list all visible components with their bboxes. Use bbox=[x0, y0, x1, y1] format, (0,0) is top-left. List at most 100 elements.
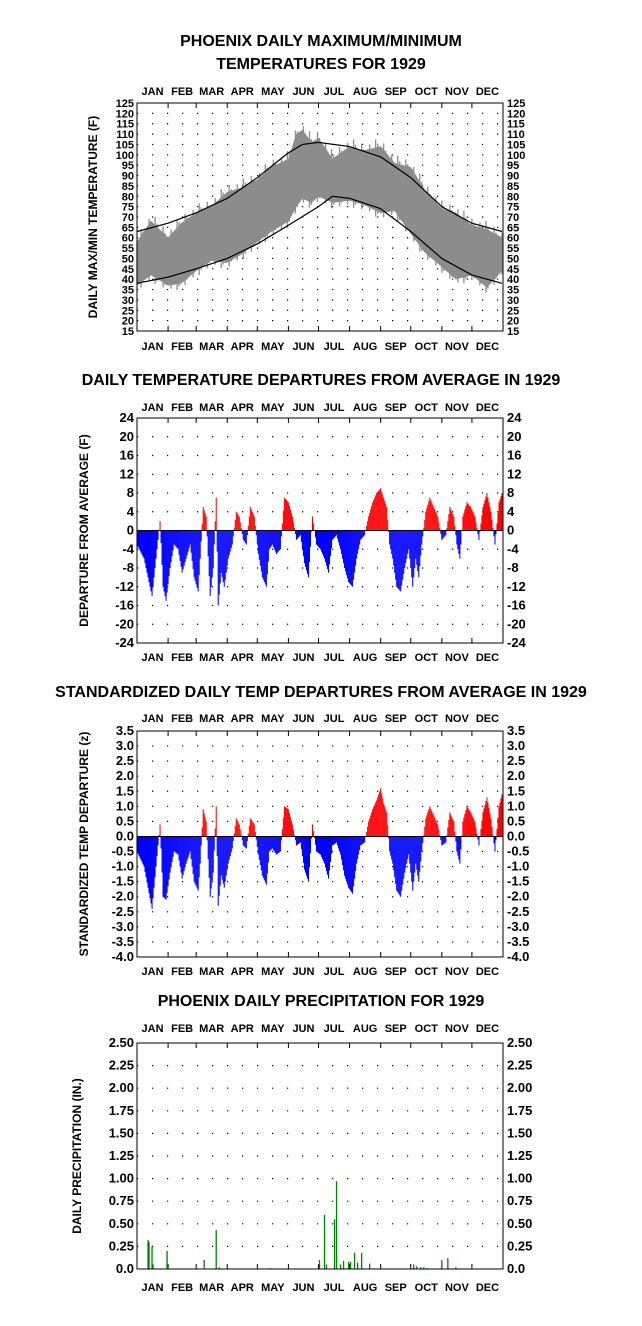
y-tick-label-left: -1.0 bbox=[112, 859, 134, 874]
month-label-top: NOV bbox=[445, 1023, 470, 1035]
month-label-bottom: NOV bbox=[445, 1282, 470, 1294]
y-tick-label-left: -16 bbox=[115, 598, 134, 613]
y-tick-label-right: 35 bbox=[507, 285, 519, 297]
y-tick-label-right: -16 bbox=[507, 598, 526, 613]
month-label-top: JAN bbox=[142, 713, 164, 725]
month-label-bottom: JAN bbox=[142, 652, 164, 664]
y-tick-label-right: 8 bbox=[507, 485, 514, 500]
month-label-bottom: JUL bbox=[324, 652, 345, 664]
y-tick-label-left: 65 bbox=[122, 222, 134, 234]
y-tick-label-left: 2.0 bbox=[116, 768, 134, 783]
y-tick-label-left: 2.5 bbox=[116, 753, 134, 768]
month-label-top: OCT bbox=[415, 713, 439, 725]
y-tick-label-left: 30 bbox=[122, 295, 134, 307]
plot-frame bbox=[136, 102, 504, 332]
month-label-bottom: JUN bbox=[292, 1282, 314, 1294]
chart-2: DAILY TEMPERATURE DEPARTURES FROM AVERAG… bbox=[77, 372, 560, 664]
month-label-top: AUG bbox=[353, 713, 377, 725]
chart-4: PHOENIX DAILY PRECIPITATION FOR 1929 JAN J… bbox=[70, 993, 532, 1294]
y-tick-label-left: 60 bbox=[122, 233, 134, 245]
month-label-top: JUN bbox=[292, 1023, 314, 1035]
month-label-bottom: FEB bbox=[171, 1282, 193, 1294]
y-tick-label-right: 24 bbox=[507, 410, 522, 425]
y-tick-label-right: 105 bbox=[507, 139, 525, 151]
y-tick-label-left: 40 bbox=[122, 274, 134, 286]
plot-frame bbox=[136, 730, 504, 958]
y-tick-label-left: 80 bbox=[122, 191, 134, 203]
y-tick-label-right: 3.0 bbox=[507, 738, 525, 753]
y-tick-label-right: 0.0 bbox=[507, 1261, 525, 1276]
month-label-top: FEB bbox=[171, 402, 193, 414]
month-label-top: JUL bbox=[324, 713, 345, 725]
month-label-bottom: NOV bbox=[445, 341, 470, 353]
y-tick-label-left: 2.50 bbox=[109, 1035, 134, 1050]
y-tick-label-right: 12 bbox=[507, 466, 521, 481]
y-tick-label-right: -0.5 bbox=[507, 844, 529, 859]
y-tick-label-left: 3.5 bbox=[116, 723, 134, 738]
y-tick-label-right: 2.5 bbox=[507, 753, 525, 768]
y-tick-label-left: -4 bbox=[122, 541, 134, 556]
month-label-top: JUN bbox=[292, 86, 314, 98]
y-tick-label-right: 45 bbox=[507, 264, 519, 276]
y-tick-label-right: -3.5 bbox=[507, 934, 529, 949]
y-tick-label-left: 25 bbox=[122, 305, 134, 317]
y-tick-label-left: 75 bbox=[122, 202, 134, 214]
y-tick-label-right: 40 bbox=[507, 274, 519, 286]
month-label-bottom: SEP bbox=[385, 652, 407, 664]
y-tick-label-left: 35 bbox=[122, 285, 134, 297]
month-label-top: MAR bbox=[199, 402, 224, 414]
month-label-bottom: AUG bbox=[353, 966, 377, 978]
y-tick-label-left: 90 bbox=[122, 171, 134, 183]
y-tick-label-left: 2.25 bbox=[109, 1058, 134, 1073]
y-tick-label-right: 65 bbox=[507, 222, 519, 234]
y-tick-label-left: 70 bbox=[122, 212, 134, 224]
y-axis-label: STANDARDIZED TEMP DEPARTURE (z) bbox=[77, 732, 91, 957]
y-tick-label-left: -2.5 bbox=[112, 904, 134, 919]
month-label-top: MAY bbox=[261, 86, 285, 98]
month-label-bottom: SEP bbox=[385, 341, 407, 353]
month-label-top: DEC bbox=[476, 402, 499, 414]
y-tick-label-right: 0 bbox=[507, 523, 514, 538]
y-tick-label-right: 2.25 bbox=[507, 1058, 532, 1073]
y-tick-label-right: -4.0 bbox=[507, 949, 529, 964]
month-label-top: MAR bbox=[199, 713, 224, 725]
month-label-top: MAR bbox=[199, 1023, 224, 1035]
month-label-top: NOV bbox=[445, 86, 470, 98]
month-label-bottom: MAR bbox=[199, 341, 224, 353]
month-label-top: MAY bbox=[261, 402, 285, 414]
y-tick-label-left: 12 bbox=[120, 466, 134, 481]
y-tick-label-left: 8 bbox=[127, 485, 134, 500]
month-label-top: OCT bbox=[415, 86, 439, 98]
month-label-bottom: NOV bbox=[445, 652, 470, 664]
y-tick-label-right: 1.50 bbox=[507, 1125, 532, 1140]
month-label-bottom: DEC bbox=[476, 652, 499, 664]
y-tick-label-right: 1.5 bbox=[507, 783, 525, 798]
y-tick-label-right: 110 bbox=[507, 129, 525, 141]
month-label-bottom: SEP bbox=[385, 1282, 407, 1294]
chart-title: PHOENIX DAILY MAXIMUM/MINIMUM bbox=[180, 33, 462, 50]
y-tick-label-right: 2.50 bbox=[507, 1035, 532, 1050]
month-label-bottom: MAY bbox=[261, 966, 285, 978]
y-tick-label-right: -3.0 bbox=[507, 919, 529, 934]
month-label-bottom: OCT bbox=[415, 652, 439, 664]
month-label-bottom: OCT bbox=[415, 1282, 439, 1294]
y-tick-label-right: 95 bbox=[507, 160, 519, 172]
y-tick-label-right: 20 bbox=[507, 429, 521, 444]
month-label-top: AUG bbox=[353, 402, 377, 414]
month-label-top: APR bbox=[231, 402, 254, 414]
month-label-bottom: JAN bbox=[142, 341, 164, 353]
month-label-bottom: MAY bbox=[261, 652, 285, 664]
month-label-top: FEB bbox=[171, 86, 193, 98]
month-label-bottom: MAR bbox=[199, 966, 224, 978]
y-tick-label-right: -4 bbox=[507, 541, 519, 556]
y-tick-label-right: 16 bbox=[507, 448, 521, 463]
month-label-top: DEC bbox=[476, 713, 499, 725]
month-label-bottom: JAN bbox=[142, 966, 164, 978]
month-label-bottom: NOV bbox=[445, 966, 470, 978]
y-axis-label: DAILY PRECIPITATION (IN.) bbox=[70, 1078, 84, 1234]
y-tick-label-left: 85 bbox=[122, 181, 134, 193]
y-tick-label-left: -12 bbox=[115, 579, 134, 594]
month-label-top: MAY bbox=[261, 1023, 285, 1035]
y-tick-label-right: 70 bbox=[507, 212, 519, 224]
